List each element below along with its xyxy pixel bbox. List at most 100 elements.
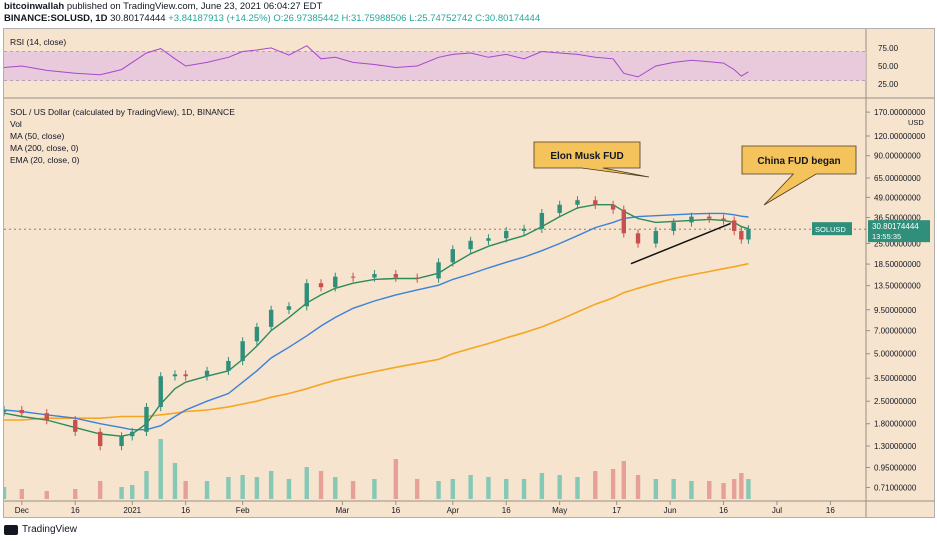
price-tick-label: 1.80000000 [874, 420, 917, 429]
tradingview-chart[interactable]: RSI (14, close) 75.00 50.00 25.00 170.000000… [4, 29, 934, 517]
candle-body [318, 283, 324, 288]
candle-body [144, 406, 149, 432]
rsi-tick-label: 75.00 [878, 44, 899, 53]
volume-bar [254, 477, 260, 499]
price-tick-label: 170.00000000 [874, 108, 926, 117]
ohlc-values: O:26.97385442 H:31.75988506 L:25.7475274… [273, 13, 541, 24]
price-tick-label: 120.00000000 [874, 132, 926, 141]
volume-bar [557, 475, 562, 499]
volume-bar [204, 481, 210, 499]
volume-bar [671, 479, 676, 499]
rsi-band [4, 51, 866, 81]
volume-bar [226, 477, 231, 499]
candle-body [539, 213, 545, 229]
time-tick-label: Dec [15, 506, 29, 515]
price-tick-label: 49.00000000 [874, 193, 921, 202]
time-tick-label: Apr [447, 506, 460, 515]
elon-callout-label: Elon Musk FUD [550, 151, 623, 162]
rsi-label: RSI (14, close) [10, 37, 66, 47]
candle-body [73, 420, 78, 432]
price-tick-label: 65.00000000 [874, 174, 921, 183]
legend-item: MA (50, close) [10, 131, 64, 141]
volume-bar [333, 477, 338, 499]
volume-bar [19, 489, 25, 499]
volume-bar [97, 481, 103, 499]
volume-bar [468, 475, 473, 499]
candle-body [621, 209, 626, 234]
volume-bar [653, 479, 659, 499]
time-tick-label: 16 [71, 506, 80, 515]
candle-body [732, 220, 737, 231]
volume-bar [414, 479, 420, 499]
price-tick-label: 9.50000000 [874, 306, 917, 315]
author-name[interactable]: bitcoinwallah [4, 1, 65, 12]
ma200-line [4, 262, 749, 421]
candle-body [504, 230, 509, 239]
tradingview-logo-icon [4, 524, 18, 535]
candle-body [240, 341, 245, 361]
volume-bar [732, 479, 737, 499]
price-change: +3.84187913 (+14.25%) [168, 13, 271, 24]
footer: TradingView [4, 524, 77, 535]
candle-body [333, 276, 338, 288]
volume-bar [436, 481, 441, 499]
volume-bar [44, 491, 49, 499]
time-tick-label: May [552, 506, 567, 515]
volume-bar [304, 467, 309, 499]
volume-bar [158, 439, 163, 499]
candle-body [671, 222, 676, 231]
candle-body [226, 360, 231, 371]
candle-body [44, 413, 49, 421]
elon-callout-box [533, 141, 650, 178]
volume-bar [610, 469, 616, 499]
volume-bar [350, 481, 356, 499]
currency-label: USD [908, 118, 924, 127]
price-tick-label: 0.95000000 [874, 464, 917, 473]
candle-body [450, 249, 456, 263]
candle-body [593, 200, 598, 205]
legend-item: Vol [10, 119, 22, 129]
price-tick-label: 3.50000000 [874, 374, 917, 383]
candle-body [739, 230, 744, 240]
volume-bar [621, 461, 626, 499]
volume-bar [172, 463, 178, 499]
time-tick-label: 16 [181, 506, 190, 515]
symbol-label: BINANCE:SOLUSD, 1D [4, 13, 108, 24]
candle-body [721, 218, 726, 221]
volume-bar [144, 471, 149, 499]
legend-item: MA (200, close, 0) [10, 143, 79, 153]
time-tick-label: 16 [826, 506, 835, 515]
candle-body [304, 283, 309, 307]
candle-body [286, 306, 292, 310]
brand-name[interactable]: TradingView [22, 524, 78, 535]
candle-body [172, 374, 178, 377]
volume-bar [739, 473, 744, 499]
candle-body [557, 204, 562, 214]
volume-bar [689, 481, 694, 499]
candle-body [268, 309, 274, 327]
candle-body [254, 326, 260, 342]
candle-body [372, 274, 377, 278]
candle-body [183, 374, 188, 377]
candle-body [610, 204, 616, 210]
chart-area[interactable]: RSI (14, close) 75.00 50.00 25.00 170.000000… [3, 28, 935, 518]
volume-bar [372, 479, 377, 499]
candle-body [486, 238, 491, 241]
time-tick-label: 17 [612, 506, 621, 515]
time-tick-label: Jun [664, 506, 677, 515]
price-tick-label: 25.00000000 [874, 239, 921, 248]
candle-body [746, 229, 751, 240]
volume-bar [268, 471, 274, 499]
volume-bar [521, 479, 527, 499]
candle-body [130, 431, 135, 437]
volume-bar [393, 459, 399, 499]
china-callout-box [741, 145, 857, 206]
price-tick-label: 5.00000000 [874, 350, 917, 359]
price-tick-label: 90.00000000 [874, 152, 921, 161]
volume-bar [240, 475, 245, 499]
symbol-line: BINANCE:SOLUSD, 1D 30.80174444 +3.841879… [4, 13, 540, 24]
time-tick-label: 16 [502, 506, 511, 515]
candle-body [635, 233, 641, 244]
publish-line: bitcoinwallah published on TradingView.c… [4, 1, 322, 12]
volume-bar [635, 475, 641, 499]
